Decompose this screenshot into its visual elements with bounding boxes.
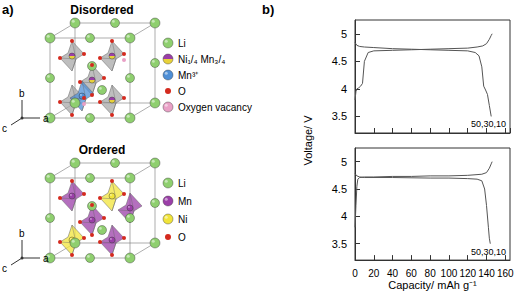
- html-text:b): b): [262, 2, 275, 17]
- svg-text:0: 0: [352, 268, 358, 279]
- svg-text:Li: Li: [178, 38, 186, 49]
- svg-text:Ni₁/₄ Mn₃/₄: Ni₁/₄ Mn₃/₄: [178, 54, 225, 65]
- svg-text:Voltage/ V: Voltage/ V: [302, 115, 314, 166]
- svg-text:40: 40: [387, 268, 399, 279]
- svg-text:4: 4: [341, 210, 347, 222]
- svg-text:20: 20: [368, 268, 380, 279]
- svg-text:60: 60: [406, 268, 418, 279]
- svg-text:Ni: Ni: [178, 214, 187, 225]
- svg-text:50,30,10: 50,30,10: [471, 247, 506, 257]
- svg-text:Li: Li: [178, 178, 186, 189]
- svg-text:50,30,10: 50,30,10: [471, 119, 506, 129]
- svg-text:O: O: [178, 232, 186, 243]
- svg-text:a): a): [2, 2, 14, 17]
- svg-text:Ordered: Ordered: [79, 143, 126, 157]
- svg-text:4.5: 4.5: [332, 55, 347, 67]
- svg-text:Mn: Mn: [178, 196, 192, 207]
- svg-text:120: 120: [459, 268, 476, 279]
- svg-text:5: 5: [341, 156, 347, 168]
- svg-text:3.5: 3.5: [332, 238, 347, 250]
- svg-text:c: c: [2, 123, 7, 134]
- svg-text:Oxygen vacancy: Oxygen vacancy: [178, 102, 252, 113]
- svg-text:O: O: [178, 86, 186, 97]
- svg-text:Mn³⁺: Mn³⁺: [178, 70, 199, 81]
- svg-text:80: 80: [425, 268, 437, 279]
- svg-text:a: a: [43, 113, 49, 124]
- svg-text:5: 5: [341, 28, 347, 40]
- svg-text:140: 140: [478, 268, 495, 279]
- svg-text:b: b: [19, 88, 25, 99]
- svg-text:a: a: [43, 253, 49, 264]
- svg-text:3.5: 3.5: [332, 110, 347, 122]
- svg-text:160: 160: [497, 268, 514, 279]
- svg-text:Capacity/ mAh g⁻¹: Capacity/ mAh g⁻¹: [388, 279, 477, 291]
- svg-text:4: 4: [341, 83, 347, 95]
- svg-text:4.5: 4.5: [332, 183, 347, 195]
- svg-text:Disordered: Disordered: [70, 3, 133, 17]
- svg-text:100: 100: [441, 268, 458, 279]
- svg-text:b: b: [19, 228, 25, 239]
- svg-text:c: c: [2, 263, 7, 274]
